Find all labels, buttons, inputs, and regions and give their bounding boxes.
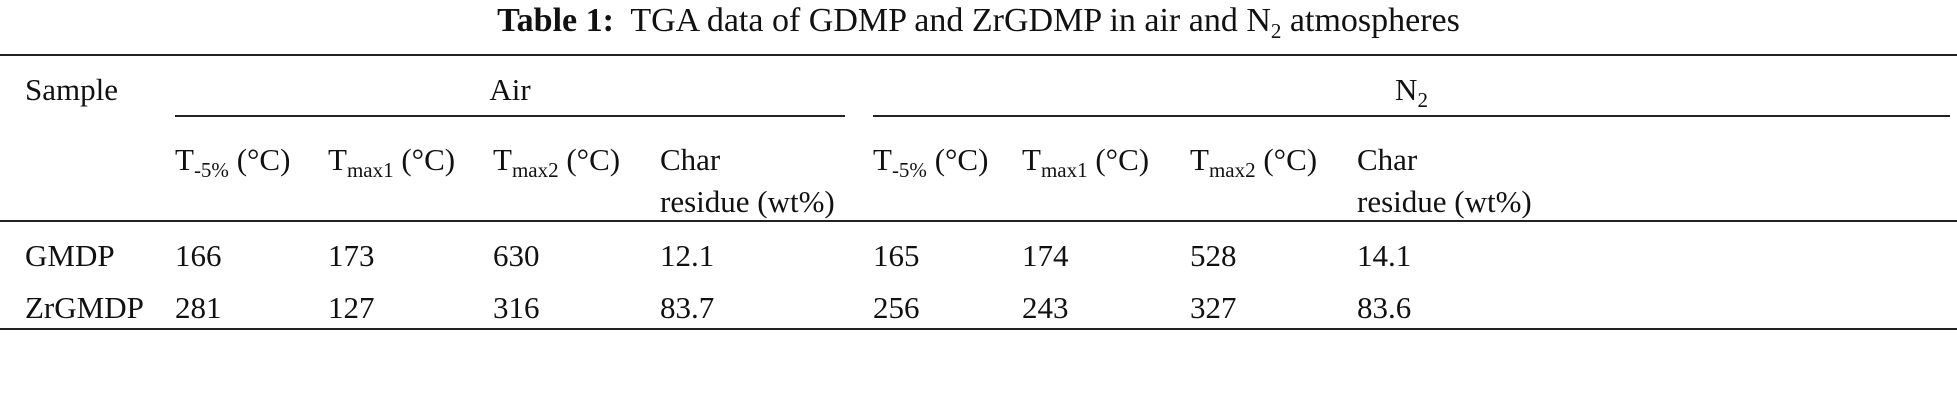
rule bbox=[0, 328, 1957, 330]
table-cell: 83.7 bbox=[660, 292, 714, 323]
column-unit: (°C) bbox=[558, 142, 621, 177]
column-header: Tmax2 (°C) bbox=[493, 142, 621, 181]
column-header: Tmax1 (°C) bbox=[328, 142, 456, 181]
table-cell: 173 bbox=[328, 240, 375, 271]
title-text: atmospheres bbox=[1281, 2, 1460, 39]
column-header: T-5% (°C) bbox=[873, 142, 989, 181]
column-header: Char bbox=[1357, 144, 1417, 175]
group-name: N bbox=[1395, 72, 1418, 107]
cell-text: ZrGMDP bbox=[25, 290, 144, 325]
table-cell: 256 bbox=[873, 292, 920, 323]
cell-text: 14.1 bbox=[1357, 238, 1412, 273]
cell-text: 316 bbox=[493, 290, 540, 325]
table-cell: 127 bbox=[328, 292, 375, 323]
column-header: residue (wt%) bbox=[1357, 186, 1532, 217]
column-header-line: residue (wt%) bbox=[660, 184, 835, 219]
table-cell: 12.1 bbox=[660, 240, 714, 271]
row-header-text: Sample bbox=[25, 72, 118, 107]
title-subscript: 2 bbox=[1270, 19, 1282, 43]
row-header: Sample bbox=[25, 74, 118, 105]
table-cell: 243 bbox=[1022, 292, 1069, 323]
table-cell: 14.1 bbox=[1357, 240, 1411, 271]
table-cell: 83.6 bbox=[1357, 292, 1411, 323]
cell-text: 256 bbox=[873, 290, 920, 325]
cell-text: 327 bbox=[1190, 290, 1237, 325]
column-unit: (°C) bbox=[228, 142, 291, 177]
cell-text: 166 bbox=[175, 238, 222, 273]
column-unit: (°C) bbox=[1087, 142, 1150, 177]
column-header: T-5% (°C) bbox=[175, 142, 291, 181]
table-title: Table 1: TGA data of GDMP and ZrGDMP in … bbox=[0, 2, 1957, 42]
cell-text: 630 bbox=[493, 238, 540, 273]
column-header-line: Char bbox=[1357, 142, 1418, 177]
column-subscript: -5% bbox=[193, 158, 229, 182]
column-subscript: -5% bbox=[891, 158, 927, 182]
cell-text: 127 bbox=[328, 290, 375, 325]
column-unit: (°C) bbox=[926, 142, 989, 177]
column-symbol: T bbox=[493, 142, 512, 177]
table-cell: ZrGMDP bbox=[25, 292, 144, 323]
cell-text: 165 bbox=[873, 238, 920, 273]
cell-text: 174 bbox=[1022, 238, 1069, 273]
title-text: TGA data of GDMP and ZrGDMP in air and N bbox=[630, 2, 1271, 39]
cell-text: GMDP bbox=[25, 238, 115, 273]
group-header: N2 bbox=[873, 72, 1950, 111]
rule bbox=[0, 54, 1957, 56]
column-header: Tmax1 (°C) bbox=[1022, 142, 1150, 181]
column-subscript: max2 bbox=[1208, 158, 1256, 182]
table-cell: 165 bbox=[873, 240, 920, 271]
group-subscript: 2 bbox=[1417, 88, 1428, 112]
column-subscript: max1 bbox=[1040, 158, 1088, 182]
cell-text: 83.7 bbox=[660, 290, 715, 325]
column-unit: (°C) bbox=[1255, 142, 1318, 177]
column-symbol: T bbox=[1022, 142, 1041, 177]
table-cell: 630 bbox=[493, 240, 540, 271]
title-gap bbox=[614, 2, 630, 39]
column-header-line: residue (wt%) bbox=[1357, 184, 1532, 219]
column-header: Tmax2 (°C) bbox=[1190, 142, 1318, 181]
column-header: Char bbox=[660, 144, 720, 175]
title-label: Table 1: bbox=[497, 2, 614, 39]
group-header: Air bbox=[175, 74, 845, 105]
column-header-line: Char bbox=[660, 142, 721, 177]
rule bbox=[873, 115, 1950, 117]
group-name: Air bbox=[489, 72, 531, 107]
rule bbox=[0, 220, 1957, 222]
table-cell: GMDP bbox=[25, 240, 115, 271]
column-symbol: T bbox=[328, 142, 347, 177]
table-cell: 174 bbox=[1022, 240, 1069, 271]
column-symbol: T bbox=[175, 142, 194, 177]
cell-text: 281 bbox=[175, 290, 222, 325]
column-subscript: max2 bbox=[511, 158, 559, 182]
column-subscript: max1 bbox=[346, 158, 394, 182]
cell-text: 83.6 bbox=[1357, 290, 1412, 325]
column-unit: (°C) bbox=[393, 142, 456, 177]
table-cell: 327 bbox=[1190, 292, 1237, 323]
cell-text: 243 bbox=[1022, 290, 1069, 325]
table-cell: 166 bbox=[175, 240, 222, 271]
cell-text: 528 bbox=[1190, 238, 1237, 273]
table-cell: 281 bbox=[175, 292, 222, 323]
table-cell: 528 bbox=[1190, 240, 1237, 271]
column-header: residue (wt%) bbox=[660, 186, 835, 217]
rule bbox=[175, 115, 845, 117]
cell-text: 173 bbox=[328, 238, 375, 273]
column-symbol: T bbox=[873, 142, 892, 177]
cell-text: 12.1 bbox=[660, 238, 715, 273]
table-cell: 316 bbox=[493, 292, 540, 323]
column-symbol: T bbox=[1190, 142, 1209, 177]
